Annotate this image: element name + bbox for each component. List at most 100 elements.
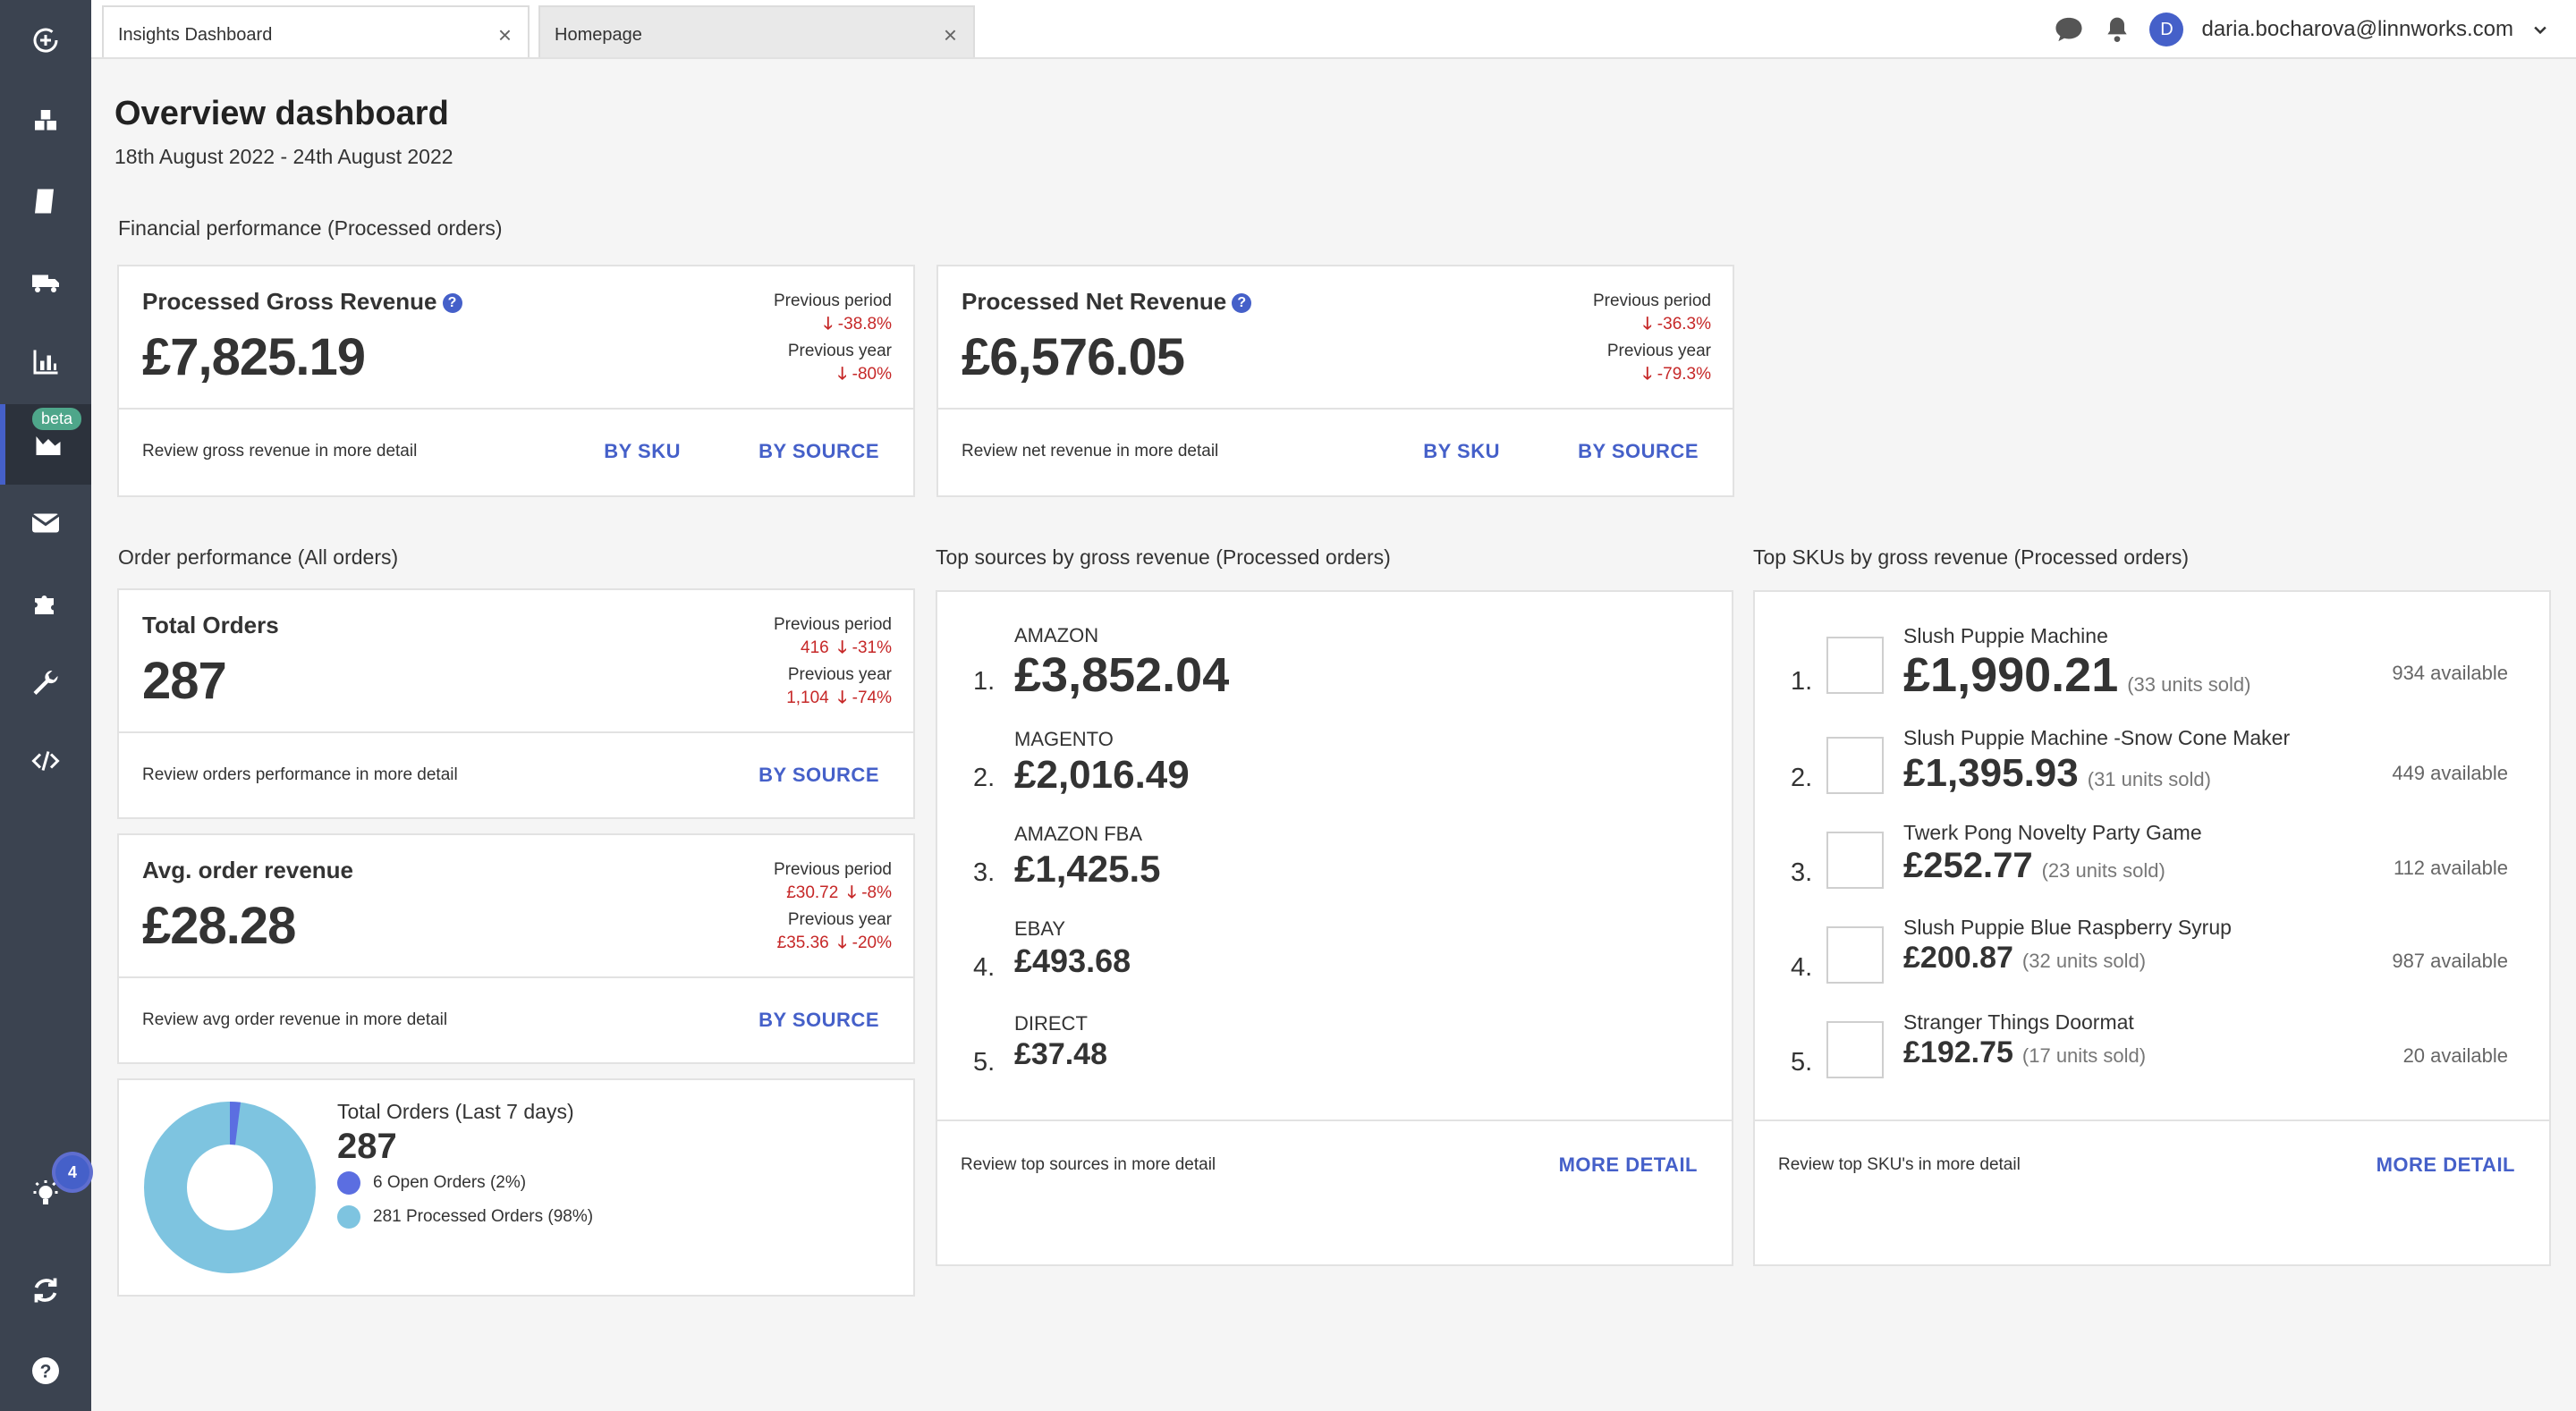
source-rank: 2.	[973, 764, 996, 792]
help-icon[interactable]: ?	[442, 293, 462, 314]
notification-badge[interactable]: 4	[55, 1155, 89, 1189]
nav-inventory[interactable]	[0, 80, 91, 161]
net-revenue-card: Processed Net Revenue? £6,576.05 Previou…	[936, 265, 1734, 497]
by-sku-link[interactable]: BY SKU	[1423, 440, 1500, 462]
legend-open: 6 Open Orders (2%)	[337, 1171, 526, 1195]
nav-home[interactable]	[0, 0, 91, 80]
nav-settings[interactable]	[0, 644, 91, 724]
date-range: 18th August 2022 - 24th August 2022	[114, 145, 453, 168]
top-sources-card: 1. AMAZON £3,852.04 2. MAGENTO £2,016.49…	[936, 590, 1733, 1266]
total-orders-card: Total Orders 287 Previous period 416 🡓 -31…	[117, 588, 915, 819]
legend-dot	[337, 1171, 360, 1195]
nav-orders-book[interactable]	[0, 161, 91, 241]
sku-rank: 4.	[1791, 953, 1813, 982]
nav-developer[interactable]	[0, 721, 91, 801]
sku-available: 112 available	[2393, 857, 2508, 879]
bell-icon[interactable]	[2103, 14, 2131, 45]
help-icon: ?	[32, 1357, 59, 1384]
legend-processed: 281 Processed Orders (98%)	[337, 1205, 593, 1229]
donut-total: 287	[337, 1127, 397, 1166]
source-rank: 3.	[973, 858, 996, 887]
sku-available: 934 available	[2392, 662, 2508, 684]
section-title-sources: Top sources by gross revenue (Processed …	[936, 545, 1391, 569]
area-chart-icon	[36, 436, 61, 455]
nav-help[interactable]: ?	[0, 1331, 91, 1411]
beta-badge: beta	[32, 408, 82, 430]
more-detail-link[interactable]: MORE DETAIL	[2376, 1153, 2515, 1176]
metric-value: £6,576.05	[962, 328, 1185, 386]
top-skus-card: 1. Slush Puppie Machine £1,990.21 (33 uni…	[1753, 590, 2551, 1266]
foot-text: Review orders performance in more detail	[142, 765, 458, 784]
avg-order-revenue-card: Avg. order revenue £28.28 Previous perio…	[117, 833, 915, 1064]
section-title-financial: Financial performance (Processed orders)	[118, 216, 503, 240]
arrow-down-icon: 🡓	[837, 934, 847, 952]
tab-insights-dashboard[interactable]: Insights Dashboard ×	[102, 5, 530, 57]
source-value: £1,425.5	[1014, 848, 1161, 890]
page-title: Overview dashboard	[114, 95, 449, 132]
source-value: £493.68	[1014, 942, 1131, 979]
avatar[interactable]: D	[2149, 13, 2184, 46]
nav-messages[interactable]	[0, 483, 91, 563]
by-sku-link[interactable]: BY SKU	[604, 440, 681, 462]
by-source-link[interactable]: BY SOURCE	[1578, 440, 1699, 462]
by-source-link[interactable]: BY SOURCE	[758, 764, 879, 786]
nav-reports[interactable]	[0, 322, 91, 402]
sku-image	[1826, 1021, 1884, 1078]
comparison: Previous period 416 🡓 -31% Previous year 1…	[773, 615, 892, 707]
arrow-down-icon: 🡓	[1642, 365, 1652, 384]
section-title-orders: Order performance (All orders)	[118, 545, 399, 569]
sku-name: Twerk Pong Novelty Party Game	[1903, 821, 2202, 844]
chat-icon[interactable]	[2053, 15, 2085, 44]
sku-rank: 1.	[1791, 667, 1813, 696]
main-content: Overview dashboard 18th August 2022 - 24…	[91, 59, 2576, 1411]
skus-list: 1. Slush Puppie Machine £1,990.21 (33 uni…	[1755, 592, 2549, 1121]
nav-shipping[interactable]	[0, 241, 91, 322]
legend-dot	[337, 1205, 360, 1229]
nav-apps[interactable]	[0, 563, 91, 644]
close-icon[interactable]: ×	[497, 21, 512, 48]
nav-ideas[interactable]	[0, 1153, 91, 1234]
nav-sync[interactable]	[0, 1250, 91, 1331]
open-orders-slice	[144, 1102, 316, 1273]
more-detail-link[interactable]: MORE DETAIL	[1558, 1153, 1698, 1176]
sku-available: 449 available	[2392, 762, 2508, 784]
sku-value: £192.75 (17 units sold)	[1903, 1035, 2147, 1069]
arrow-down-icon: 🡓	[837, 689, 847, 707]
by-source-link[interactable]: BY SOURCE	[758, 440, 879, 462]
by-source-link[interactable]: BY SOURCE	[758, 1009, 879, 1031]
sidebar: beta 4 ?	[0, 0, 91, 1411]
source-rank: 1.	[973, 667, 996, 696]
sku-value: £252.77 (23 units sold)	[1903, 846, 2165, 885]
lightbulb-icon	[33, 1180, 58, 1204]
sku-image	[1826, 832, 1884, 889]
foot-text: Review avg order revenue in more detail	[142, 1010, 448, 1029]
section-title-skus: Top SKUs by gross revenue (Processed ord…	[1753, 545, 2190, 569]
source-value: £37.48	[1014, 1037, 1107, 1071]
code-icon	[31, 751, 60, 771]
tab-label: Homepage	[555, 25, 642, 45]
svg-text:?: ?	[40, 1362, 52, 1382]
sku-image	[1826, 637, 1884, 694]
source-name: DIRECT	[1014, 1012, 1088, 1035]
metric-value: £7,825.19	[142, 328, 366, 386]
truck-icon	[32, 275, 59, 292]
sku-image	[1826, 737, 1884, 794]
orders-donut-chart	[144, 1102, 316, 1273]
source-rank: 5.	[973, 1048, 996, 1077]
metric-value: £28.28	[142, 897, 296, 955]
gross-revenue-card: Processed Gross Revenue? £7,825.19 Previ…	[117, 265, 915, 497]
donut-title: Total Orders (Last 7 days)	[337, 1100, 574, 1123]
wrench-icon	[33, 670, 58, 695]
sku-name: Slush Puppie Machine -Snow Cone Maker	[1903, 726, 2291, 749]
close-icon[interactable]: ×	[943, 21, 957, 48]
puzzle-icon	[35, 596, 54, 614]
tab-homepage[interactable]: Homepage ×	[538, 5, 975, 57]
chevron-down-icon[interactable]	[2531, 21, 2549, 38]
nav-insights[interactable]: beta	[0, 404, 91, 485]
user-email[interactable]: daria.bocharova@linnworks.com	[2201, 17, 2513, 41]
sku-name: Stranger Things Doormat	[1903, 1010, 2134, 1034]
help-icon[interactable]: ?	[1232, 293, 1252, 314]
sku-rank: 2.	[1791, 764, 1813, 792]
arrow-down-icon: 🡓	[1642, 315, 1652, 334]
sku-value: £200.87 (32 units sold)	[1903, 941, 2147, 975]
